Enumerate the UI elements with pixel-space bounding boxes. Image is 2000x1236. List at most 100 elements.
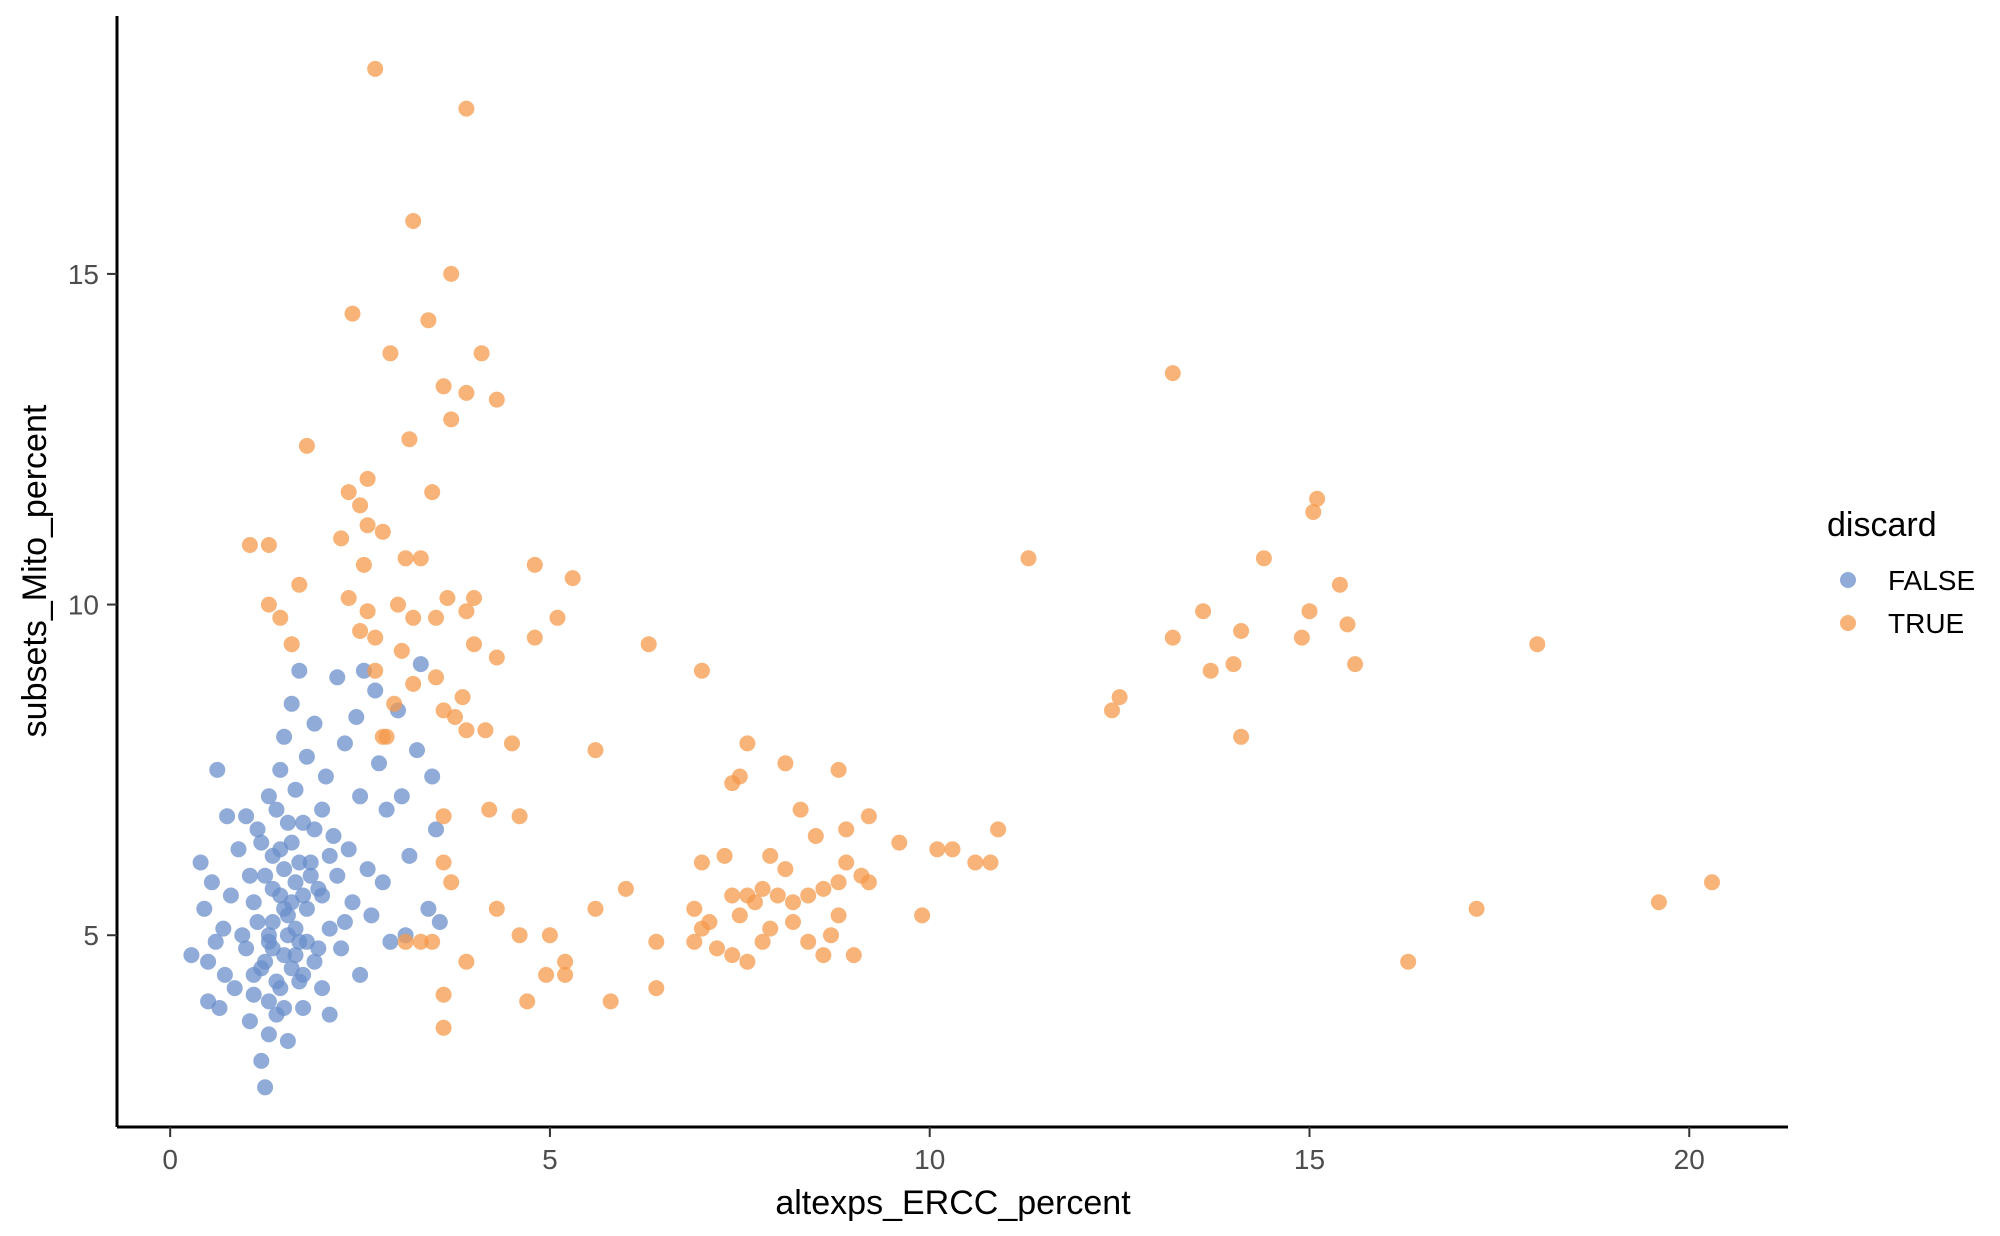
y-ticks: 5 10 15 [68,259,117,951]
data-point-true [435,986,452,1003]
data-point-false [196,900,213,917]
data-point-false [245,966,262,983]
data-point-true [359,603,376,620]
data-point-false [253,1052,270,1069]
data-point-true [333,530,350,547]
data-point-true [686,933,703,950]
data-point-true [709,940,725,957]
data-point-true [739,735,756,752]
data-point-true [967,854,984,871]
data-point-false [291,854,308,871]
data-point-false [424,768,441,785]
data-point-true [1347,656,1364,673]
data-point-true [405,675,422,692]
data-point-false [321,920,338,937]
data-point-true [693,920,710,937]
data-point-false [412,656,429,673]
data-point-false [409,742,425,759]
data-point-true [1255,550,1272,567]
data-point-true [807,828,824,844]
data-point-false [276,1000,293,1016]
data-point-true [241,537,258,553]
data-point-false [317,768,334,785]
data-point-false [336,735,353,752]
data-point-false [260,993,277,1010]
data-point-false [329,669,346,686]
data-point-true [420,312,437,329]
data-point-false [363,907,380,924]
data-point-true [488,900,505,917]
data-point-false [279,1033,296,1049]
data-point-true [1202,662,1219,679]
data-point-true [359,470,376,487]
data-point-false [302,867,319,884]
data-point-true [724,947,741,964]
data-point-true [800,933,817,950]
data-point-true [435,378,452,395]
data-point-false [291,973,308,990]
data-point-false [253,834,270,851]
data-point-true [458,100,475,117]
data-point-true [830,761,847,778]
data-point-true [386,695,403,712]
data-point-true [785,894,801,911]
data-point-true [815,947,832,964]
legend-title: discard [1827,506,1937,544]
data-point-false [226,980,243,997]
data-point-true [602,993,619,1010]
data-point-true [1704,874,1720,891]
data-point-false [287,947,304,964]
data-point-false [241,1013,258,1030]
data-point-true [424,933,441,950]
data-point-true [538,966,555,983]
data-point-true [272,609,289,626]
data-point-true [724,887,741,904]
data-point-true [792,801,809,818]
data-point-true [724,775,741,792]
data-point-true [412,550,429,567]
data-point-true [367,60,384,77]
data-point-true [914,907,931,924]
data-point-true [990,821,1007,838]
data-point-false [348,709,365,725]
data-point-true [526,556,543,573]
x-tick-label: 0 [162,1144,178,1175]
data-point-false [257,1079,274,1096]
data-point-false [295,1000,312,1016]
data-point-false [211,1000,228,1016]
data-point-false [203,874,220,891]
data-point-false [401,847,418,864]
data-point-true [367,629,384,646]
data-point-true [488,649,505,666]
data-point-false [374,874,391,891]
data-point-true [1195,603,1212,620]
data-point-true [511,927,528,944]
legend: discard FALSE TRUE [1827,506,1975,639]
data-point-false [209,761,226,778]
data-point-false [276,861,293,878]
data-point-true [443,874,460,891]
data-point-false [340,841,357,858]
data-point-true [443,411,460,428]
data-point-true [541,927,558,944]
data-point-false [260,788,277,805]
data-point-true [1233,623,1250,639]
data-point-true [1233,728,1250,745]
points-layer [183,60,1720,1096]
data-point-false [257,953,274,970]
data-point-true [769,887,786,904]
data-point-false [359,861,376,878]
data-point-true [1293,629,1310,646]
data-point-false [314,980,331,997]
data-point-true [435,854,452,871]
data-point-false [245,894,262,911]
data-point-true [352,623,369,639]
data-point-true [785,914,801,930]
data-point-false [234,927,251,944]
data-point-true [291,576,308,593]
data-point-true [352,497,369,514]
data-point-false [371,755,387,772]
data-point-false [306,821,323,838]
data-point-true [1225,656,1242,673]
